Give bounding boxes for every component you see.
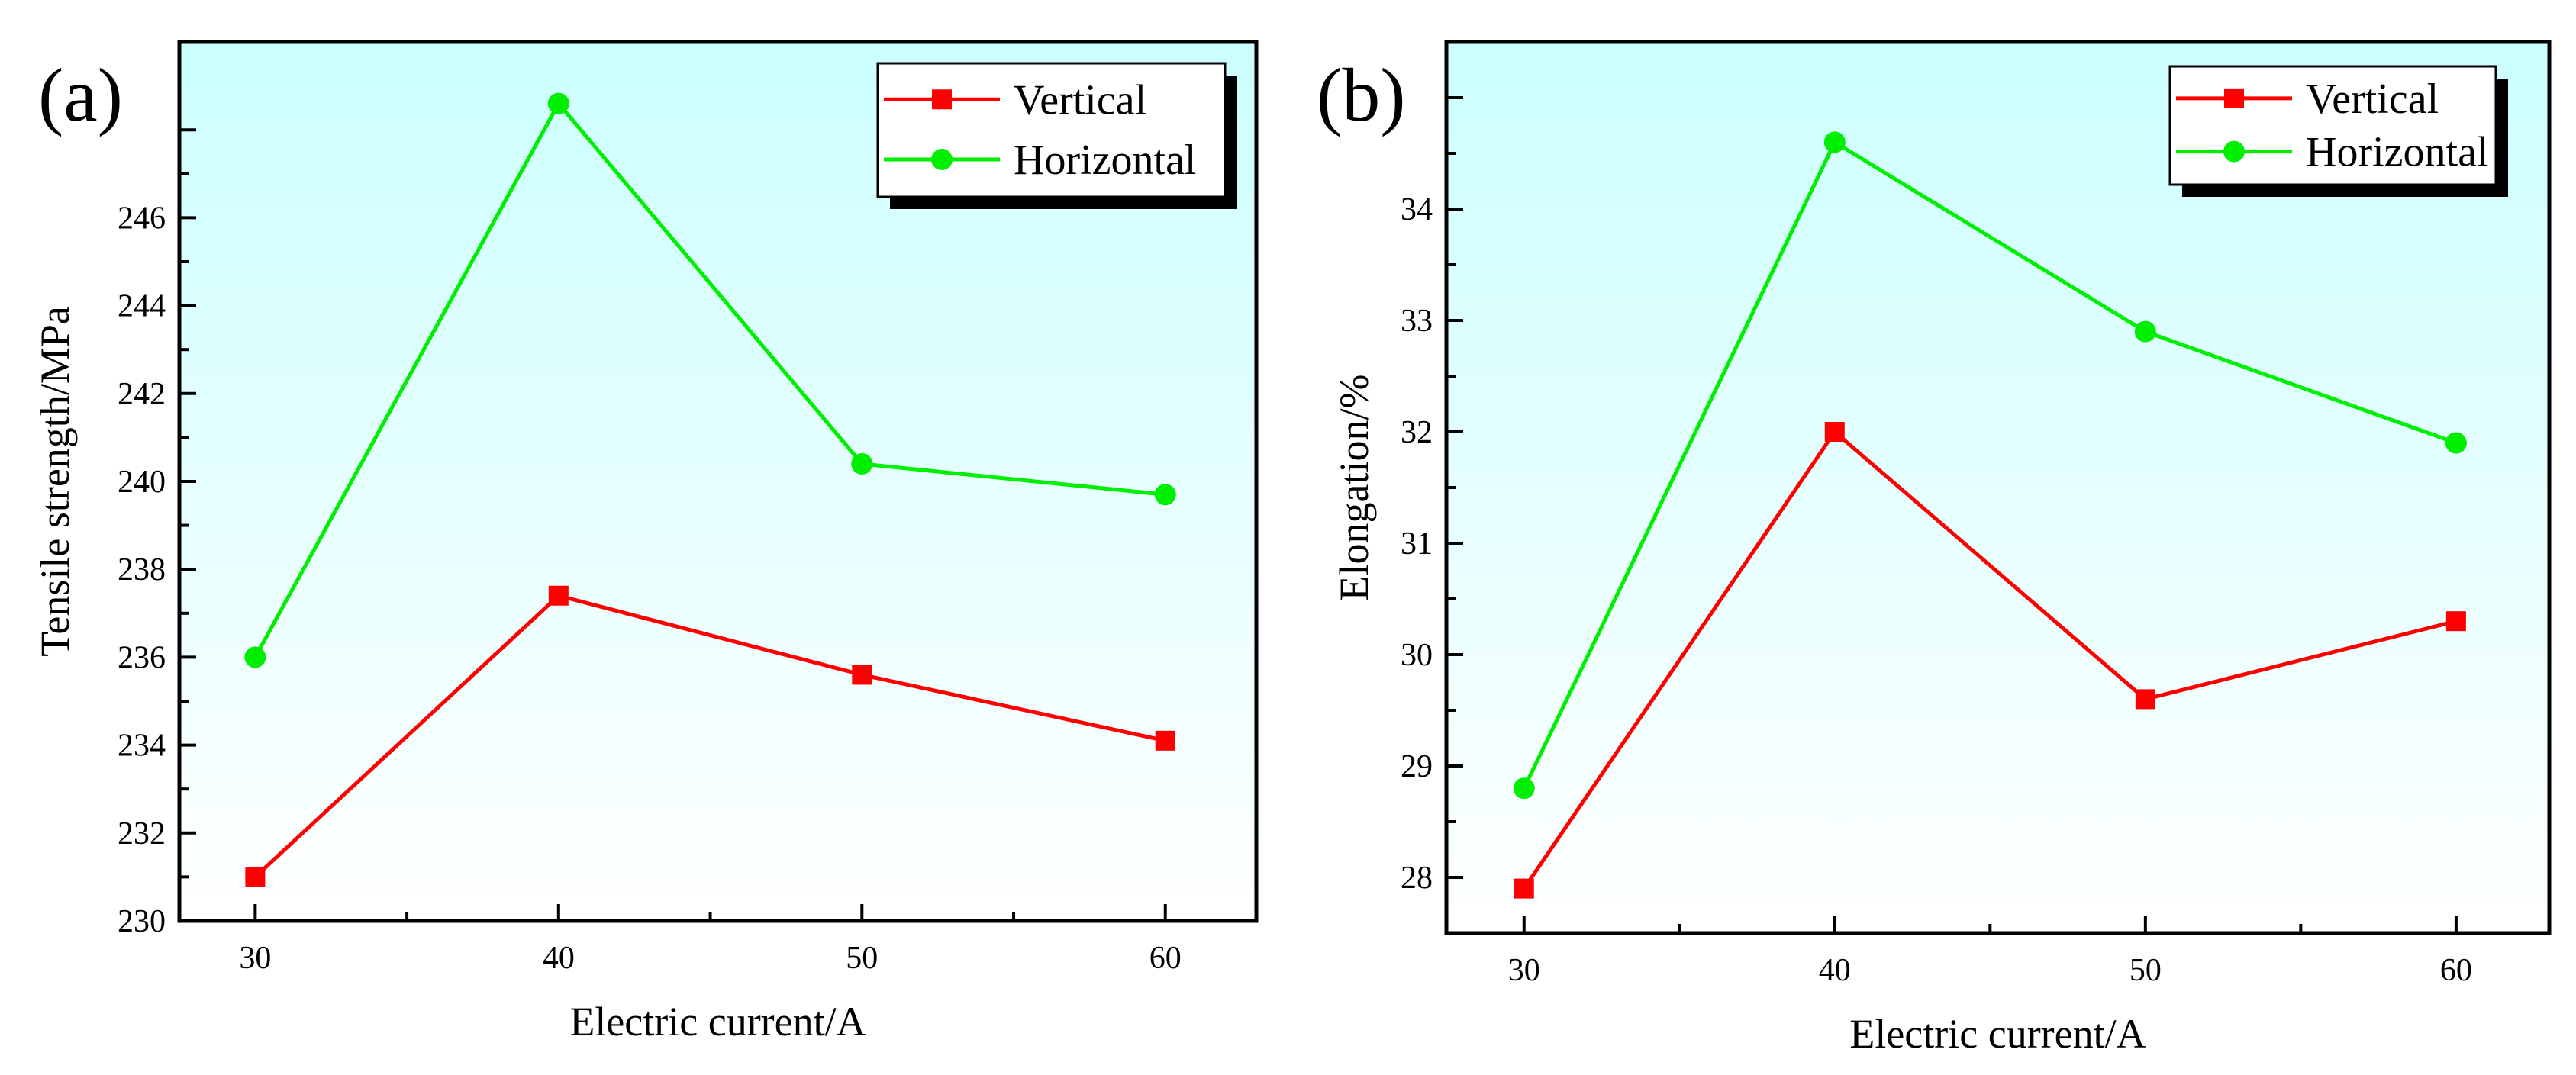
panel-label: (a) <box>38 53 123 137</box>
data-point-horizontal <box>1823 131 1846 153</box>
y-tick-label: 240 <box>118 465 166 500</box>
chart-panel-a: 230 232 234 236 238 240 242 244 246 30 40 50 60 Elect… <box>32 40 1259 1044</box>
data-point-horizontal <box>547 92 569 114</box>
x-tick-label: 30 <box>239 941 271 976</box>
legend: Vertical Horizontal <box>876 62 1237 209</box>
y-tick-label: 238 <box>118 552 166 587</box>
series-line-horizontal <box>1522 139 2457 790</box>
data-point-vertical <box>2445 611 2466 632</box>
y-axis-label: Elongation/% <box>1331 375 1377 601</box>
data-point-horizontal <box>244 646 266 668</box>
y-tick-label: 34 <box>1401 192 1433 227</box>
data-point-vertical <box>548 585 569 606</box>
x-axis-label: Electric current/A <box>1849 1011 2146 1057</box>
legend-marker-vertical <box>932 89 952 110</box>
x-tick-label: 60 <box>2440 953 2472 988</box>
legend-label-horizontal: Horizontal <box>1014 137 1196 184</box>
y-tick-label: 33 <box>1401 304 1433 339</box>
y-tick-label: 28 <box>1401 861 1433 896</box>
legend-marker-vertical <box>2224 88 2244 108</box>
x-tick-label: 50 <box>846 941 878 976</box>
data-point-horizontal <box>851 452 873 475</box>
legend-box <box>876 62 1227 198</box>
legend-marker-horizontal <box>2223 140 2245 163</box>
series-line-vertical <box>253 593 1166 879</box>
y-tick-label: 32 <box>1401 415 1433 450</box>
y-axis-label: Tensile strength/MPa <box>32 306 78 657</box>
data-point-horizontal <box>2445 432 2467 454</box>
chart-panel-b: 28 29 30 31 32 33 34 30 40 50 60 Electric current/A… <box>1317 40 2552 1057</box>
panel-label: (b) <box>1317 53 1406 137</box>
data-point-horizontal <box>1513 777 1535 800</box>
data-point-vertical <box>852 665 872 685</box>
data-point-vertical <box>2135 689 2155 710</box>
y-tick-label: 244 <box>118 289 166 324</box>
data-point-vertical <box>245 867 266 887</box>
y-tick-label: 232 <box>118 816 166 851</box>
y-tick-label: 230 <box>118 904 166 939</box>
legend-label-horizontal: Horizontal <box>2306 129 2488 176</box>
legend-label-vertical: Vertical <box>1014 76 1146 124</box>
x-tick-label: 50 <box>2129 953 2162 988</box>
y-tick-label: 30 <box>1401 638 1433 673</box>
legend-marker-horizontal <box>931 149 953 170</box>
x-tick-label: 60 <box>1149 941 1182 976</box>
y-tick-label: 242 <box>118 377 166 412</box>
axes-frame <box>177 40 1259 923</box>
y-tick-label: 234 <box>118 729 166 764</box>
series-line-horizontal <box>253 100 1166 658</box>
x-tick-label: 40 <box>1819 953 1851 988</box>
data-point-horizontal <box>1154 484 1176 506</box>
legend: Vertical Horizontal <box>2168 65 2508 197</box>
data-point-vertical <box>1155 730 1175 751</box>
data-point-vertical <box>1824 422 1845 442</box>
y-tick-label: 29 <box>1401 749 1433 784</box>
x-axis-label: Electric current/A <box>569 999 866 1044</box>
data-point-vertical <box>1514 878 1534 899</box>
y-tick-label: 31 <box>1401 526 1433 562</box>
x-tick-label: 30 <box>1508 953 1540 988</box>
y-tick-label: 246 <box>118 201 166 236</box>
axes-frame <box>1444 40 2552 935</box>
data-point-horizontal <box>2134 320 2156 343</box>
series-line-vertical <box>1522 429 2457 890</box>
legend-box <box>2168 65 2497 186</box>
legend-label-vertical: Vertical <box>2306 76 2439 123</box>
y-tick-label: 236 <box>118 640 166 675</box>
x-tick-label: 40 <box>543 941 575 976</box>
